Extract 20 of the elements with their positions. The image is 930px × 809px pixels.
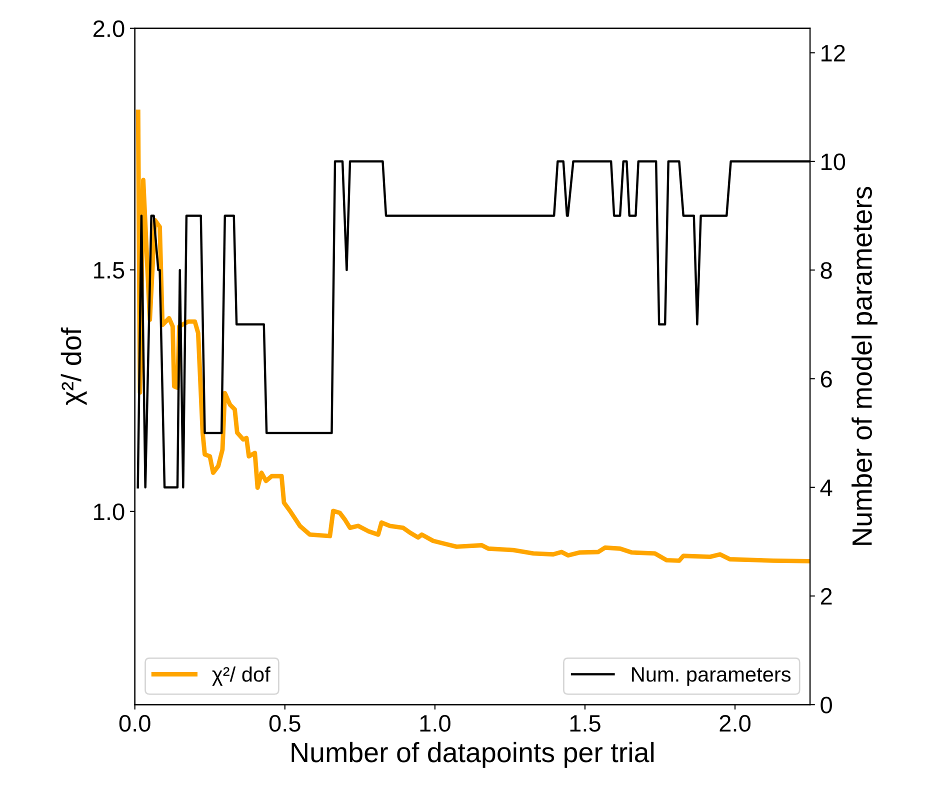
y-axis-title: χ²/ dof <box>60 327 87 406</box>
x-tick-label: 1.0 <box>420 714 450 732</box>
legend-label: χ²/ dof <box>212 666 270 686</box>
legend-label: Num. parameters <box>632 667 791 686</box>
y2-tick-label: 10 <box>822 153 846 170</box>
x-tick-label: 1.5 <box>570 715 600 732</box>
y2-axis-title: Number of model parameters <box>852 186 878 545</box>
y2-tick-label: 8 <box>820 262 832 279</box>
x-tick-label: 0.0 <box>119 714 150 732</box>
x-axis-title: Number of datapoints per trial <box>292 742 654 768</box>
x-tick-label: 2.0 <box>720 714 750 732</box>
y2-tick-label: 0 <box>820 696 832 714</box>
y-tick-label: 1.5 <box>94 262 124 279</box>
y2-tick-label: 4 <box>820 480 832 496</box>
y2-tick-label: 12 <box>822 44 845 62</box>
y2-tick-label: 6 <box>820 370 832 388</box>
y2-tick-label: 2 <box>820 588 832 605</box>
x-tick-label: 0.5 <box>269 714 300 732</box>
y-tick-label: 2.0 <box>93 20 124 38</box>
y-tick-label: 1.0 <box>94 503 124 520</box>
